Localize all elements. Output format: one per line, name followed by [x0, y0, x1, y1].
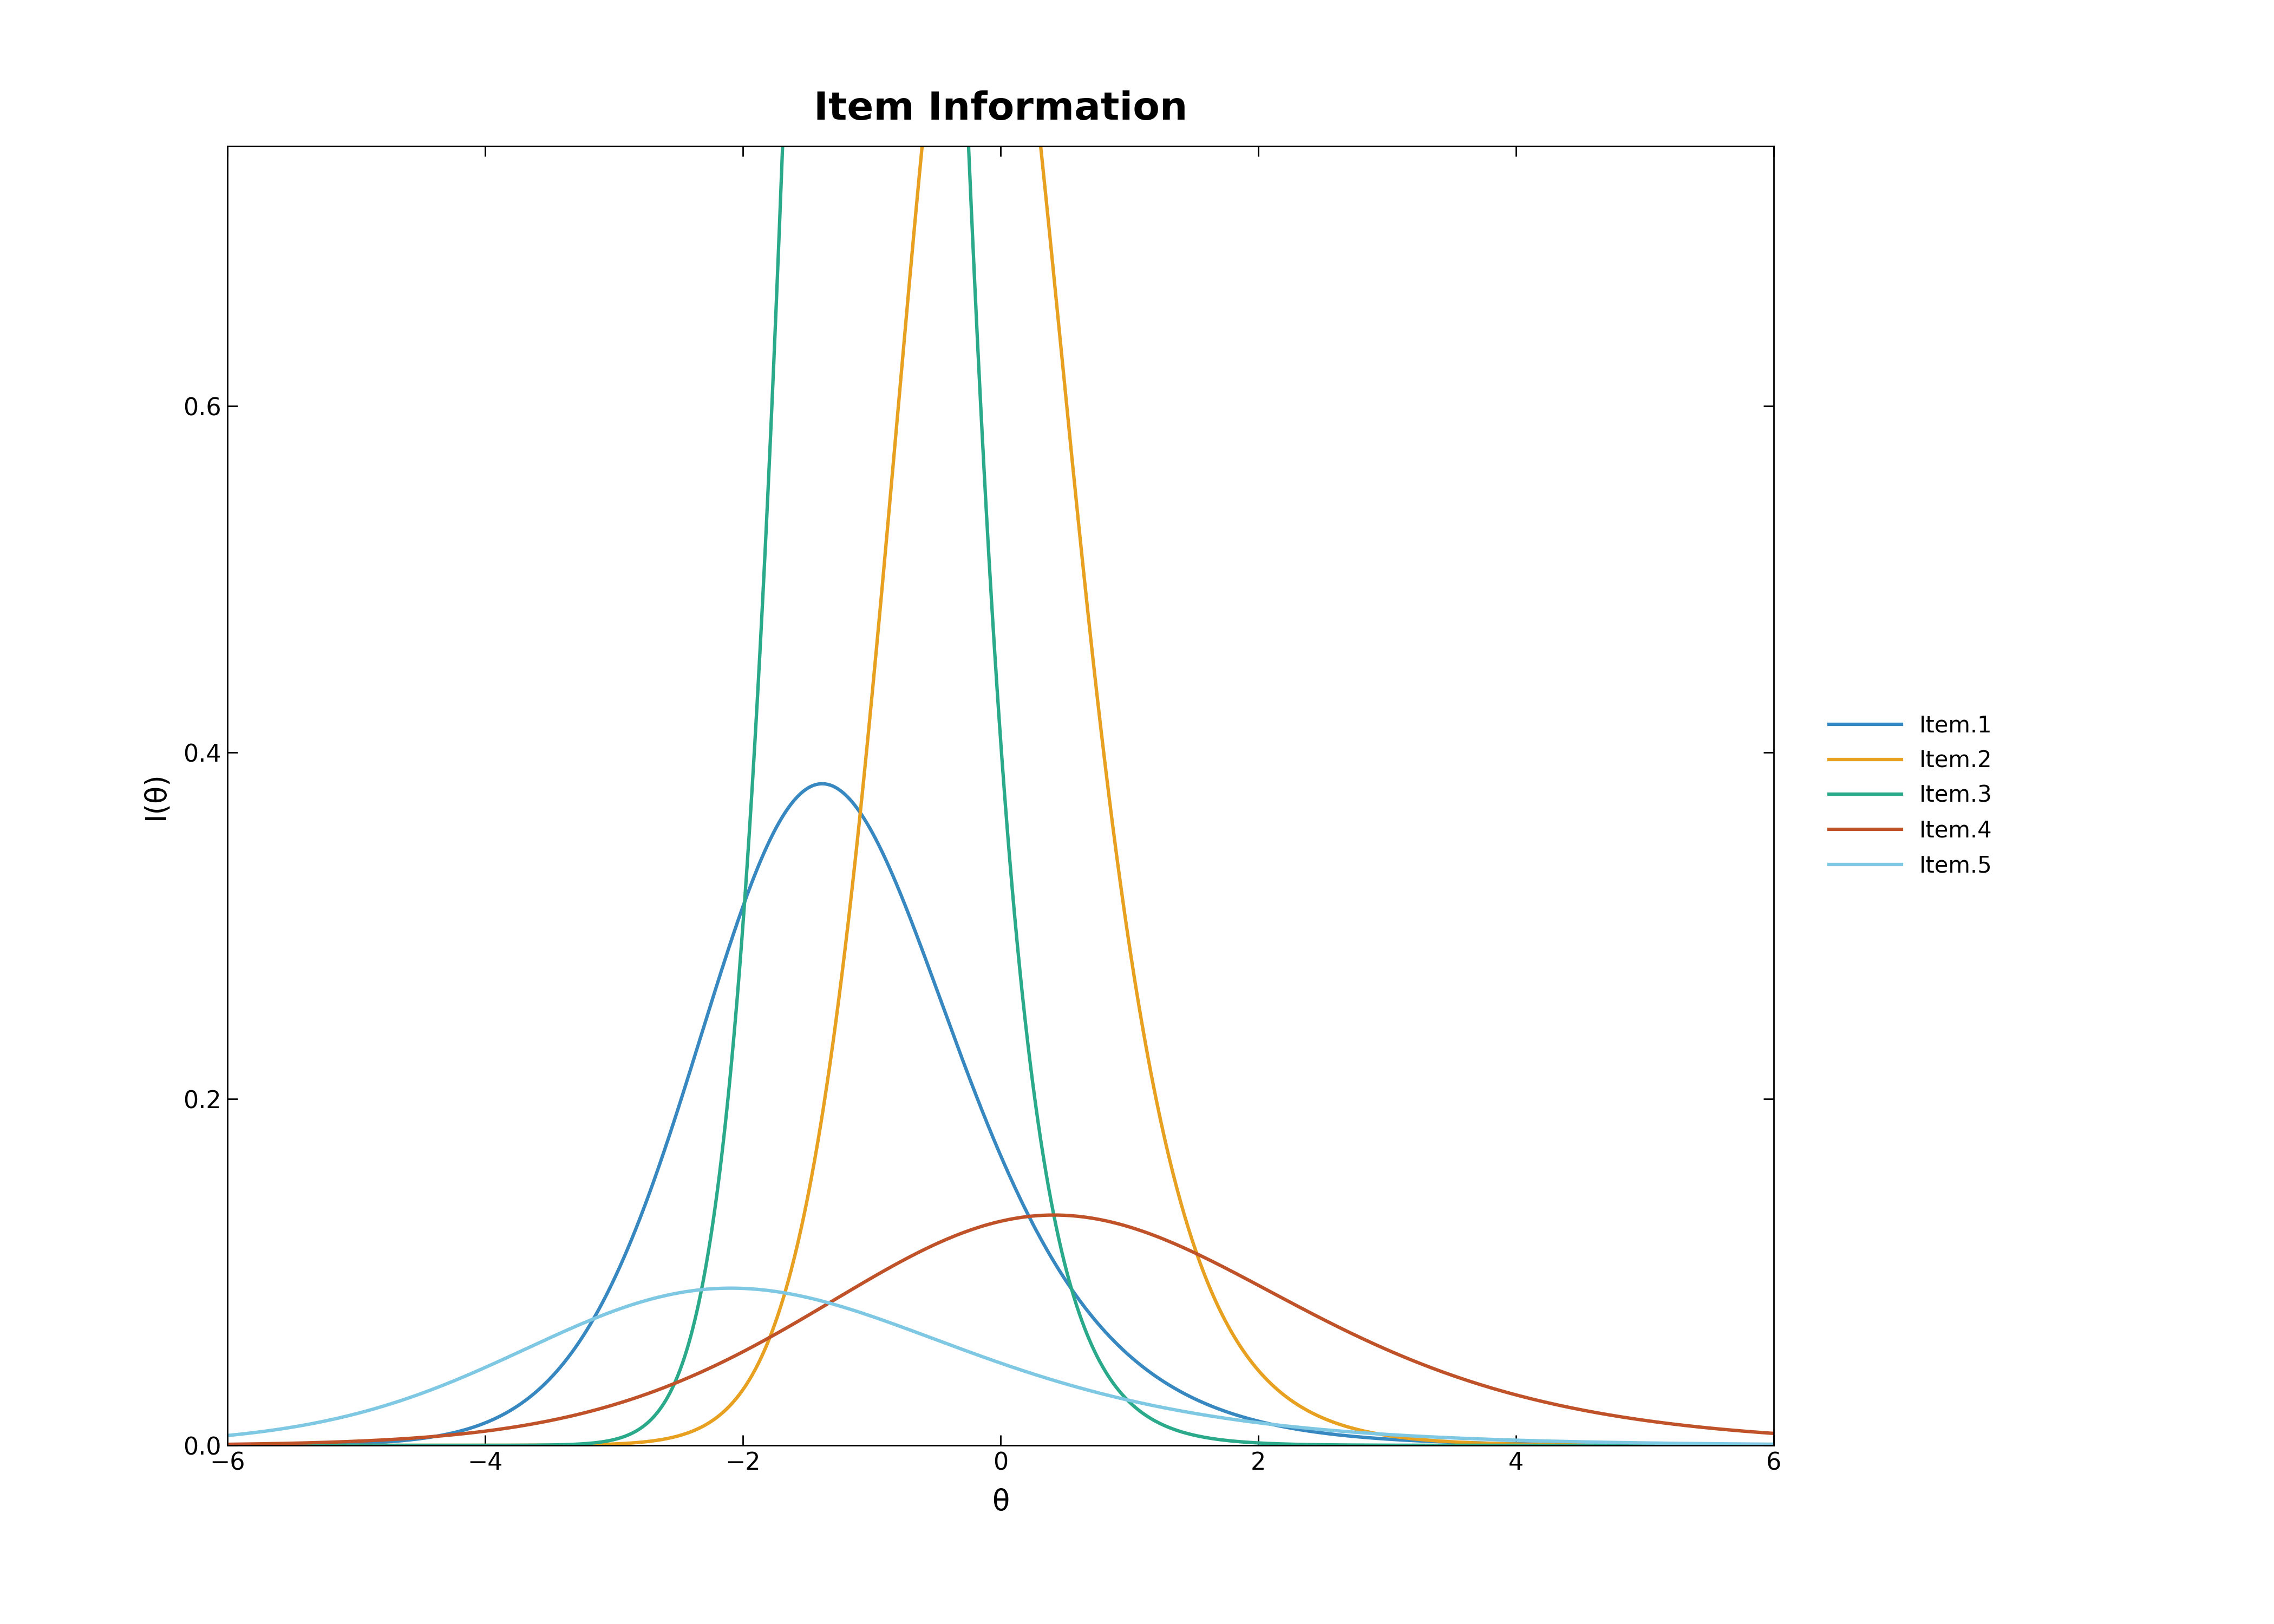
- Item.4: [391, 1429, 418, 1449]
- Item.1: [1565, 1434, 1592, 1453]
- Item.4: [807, 1299, 835, 1319]
- Line: Item.4: Item.4: [227, 1215, 1774, 1444]
- Item.5: [482, 1353, 509, 1372]
- Item.2: [873, 520, 901, 539]
- Item.2: [807, 1117, 835, 1137]
- Item.1: [391, 1431, 418, 1450]
- Line: Item.5: Item.5: [227, 1288, 1774, 1444]
- Item.4: [1039, 1205, 1067, 1224]
- Line: Item.1: Item.1: [227, 784, 1774, 1445]
- Legend: Item.1, Item.2, Item.3, Item.4, Item.5: Item.1, Item.2, Item.3, Item.4, Item.5: [1819, 705, 2001, 887]
- Line: Item.3: Item.3: [227, 0, 1774, 1445]
- Item.2: [1731, 1436, 1758, 1455]
- Item.4: [873, 1259, 901, 1278]
- Item.2: [214, 1436, 241, 1455]
- Item.5: [1760, 1434, 1787, 1453]
- X-axis label: θ: θ: [991, 1488, 1010, 1517]
- Item.4: [482, 1419, 509, 1439]
- Item.3: [1731, 1436, 1758, 1455]
- Line: Item.2: Item.2: [227, 0, 1774, 1445]
- Item.3: [1565, 1436, 1592, 1455]
- Item.4: [1565, 1400, 1592, 1419]
- Item.4: [1731, 1421, 1758, 1440]
- Item.5: [873, 1312, 901, 1332]
- Item.1: [810, 775, 837, 794]
- Item.5: [807, 1291, 835, 1311]
- Item.2: [1760, 1436, 1787, 1455]
- Item.1: [807, 775, 835, 794]
- Item.4: [1760, 1424, 1787, 1444]
- Item.2: [391, 1436, 418, 1455]
- Item.5: [1565, 1432, 1592, 1452]
- Item.5: [214, 1426, 241, 1445]
- Item.2: [1565, 1436, 1592, 1455]
- Item.5: [391, 1390, 418, 1410]
- Item.3: [214, 1436, 241, 1455]
- Item.5: [716, 1278, 744, 1298]
- Item.1: [1760, 1436, 1787, 1455]
- Item.1: [873, 854, 901, 874]
- Item.3: [391, 1436, 418, 1455]
- Item.3: [482, 1436, 509, 1455]
- Item.3: [1760, 1436, 1787, 1455]
- Item.2: [482, 1436, 509, 1455]
- Item.5: [1731, 1434, 1758, 1453]
- Title: Item Information: Item Information: [814, 91, 1187, 128]
- Item.1: [482, 1408, 509, 1427]
- Y-axis label: I(θ): I(θ): [141, 771, 171, 820]
- Item.1: [214, 1436, 241, 1455]
- Item.4: [214, 1434, 241, 1453]
- Item.1: [1731, 1436, 1758, 1455]
